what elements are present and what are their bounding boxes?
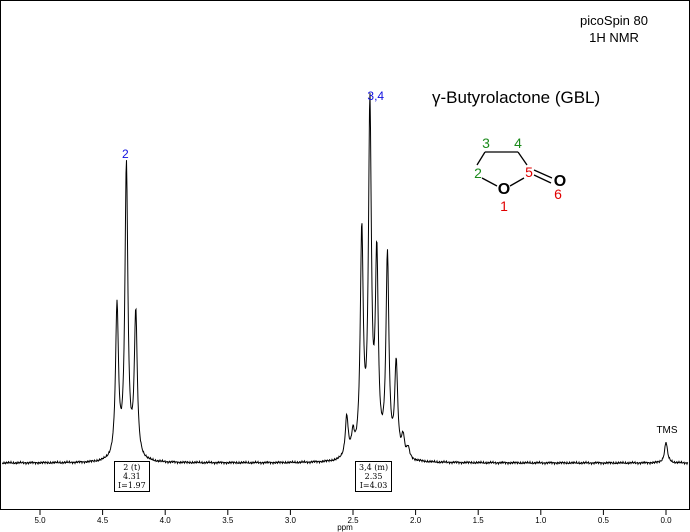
x-tick-label: 5.0 bbox=[34, 516, 46, 525]
x-tick-label: 1.0 bbox=[535, 516, 547, 525]
x-tick-label: 3.5 bbox=[222, 516, 234, 525]
integration-value: I=4.03 bbox=[359, 481, 388, 490]
integration-multiplicity: 3,4 (m) bbox=[359, 463, 389, 472]
instrument-name: picoSpin 80 bbox=[580, 13, 648, 28]
x-axis-ticks: 5.0 4.5 4.0 3.5 3.0 2.5 2.0 1.5 1.0 0.5 0.0 bbox=[34, 510, 672, 525]
integration-multiplicity: 2 (t) bbox=[123, 463, 141, 472]
bond-3-2 bbox=[476, 151, 486, 166]
gbl-structure: O O 1 2 3 4 5 6 bbox=[474, 135, 566, 214]
integration-shift: 4.31 bbox=[122, 472, 141, 481]
x-tick-label: 2.5 bbox=[347, 516, 359, 525]
carbonyl-oxygen: O bbox=[554, 173, 566, 190]
x-axis-label: ppm bbox=[337, 523, 353, 532]
bond-2-o bbox=[481, 177, 498, 187]
integration-box: 3,4 (m) 2.35 I=4.03 bbox=[355, 461, 393, 492]
peak-label: 2 bbox=[122, 147, 129, 161]
x-tick-label: 2.0 bbox=[410, 516, 422, 525]
bond-4-5 bbox=[517, 151, 528, 166]
compound-name: γ-Butyrolactone (GBL) bbox=[432, 88, 601, 107]
integration-value: I=1.97 bbox=[118, 481, 146, 490]
bond-o-5 bbox=[509, 177, 525, 187]
ring-oxygen: O bbox=[498, 181, 510, 198]
carbonyl-bond-a bbox=[533, 169, 553, 179]
experiment-type: 1H NMR bbox=[589, 30, 639, 45]
x-tick-label: 0.0 bbox=[660, 516, 672, 525]
integration-box: 2 (t) 4.31 I=1.97 bbox=[114, 461, 150, 492]
spectrum-trace bbox=[1, 93, 689, 466]
atom-5-label: 5 bbox=[525, 164, 533, 180]
x-tick-label: 1.5 bbox=[473, 516, 485, 525]
atom-2-label: 2 bbox=[474, 165, 482, 181]
atom-6-label: 6 bbox=[554, 186, 562, 202]
x-tick-label: 4.5 bbox=[97, 516, 109, 525]
integration-shift: 2.35 bbox=[364, 472, 383, 481]
atom-4-label: 4 bbox=[514, 135, 522, 151]
atom-3-label: 3 bbox=[482, 135, 490, 151]
peak-label: 3,4 bbox=[367, 89, 384, 103]
peak-labels: 2 3,4 TMS bbox=[122, 89, 678, 436]
carbonyl-bond-b bbox=[533, 174, 552, 184]
instrument-label: picoSpin 80 1H NMR bbox=[580, 12, 648, 46]
x-tick-label: 4.0 bbox=[160, 516, 172, 525]
x-tick-label: 0.5 bbox=[598, 516, 610, 525]
peak-label: TMS bbox=[656, 425, 677, 436]
x-tick-label: 3.0 bbox=[285, 516, 297, 525]
atom-1-label: 1 bbox=[500, 198, 508, 214]
